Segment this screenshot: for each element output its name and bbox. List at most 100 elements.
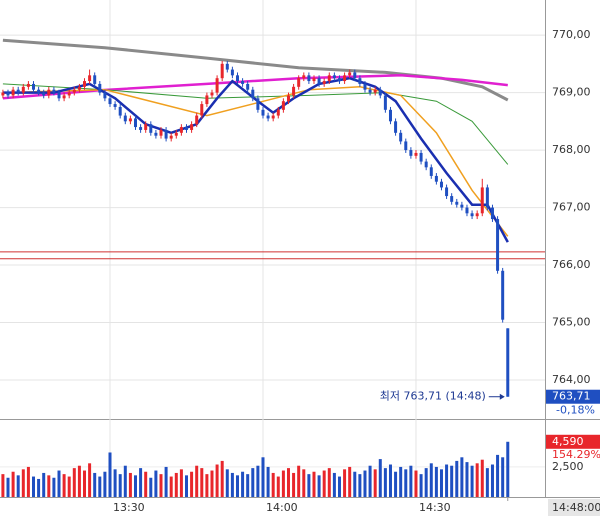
candle-body (353, 72, 357, 79)
volume-bar (179, 469, 183, 497)
volume-bar (83, 470, 87, 497)
candle-body (292, 86, 296, 96)
volume-bar (337, 476, 341, 497)
volume-bar (169, 476, 173, 497)
candle-body (246, 83, 250, 90)
candle-body (164, 129, 168, 139)
candle-body (210, 92, 214, 96)
candle-body (133, 118, 137, 128)
volume-bar (490, 464, 494, 497)
volume-bar (174, 472, 178, 497)
candle-body (404, 141, 408, 151)
candle-body (434, 175, 438, 182)
volume-bar (154, 470, 158, 497)
volume-bar (225, 469, 229, 497)
candle-body (57, 92, 61, 99)
volume-bar (450, 465, 454, 497)
candle-body (348, 72, 352, 76)
volume-bar (419, 474, 423, 497)
volume-bar (1, 474, 5, 497)
candle-body (475, 213, 479, 217)
moving-average (2, 38, 509, 102)
candle-body (409, 150, 413, 156)
candle-body (72, 89, 76, 93)
cursor-time-label: 14:48:00 (552, 501, 600, 514)
candle-body (332, 75, 336, 79)
change-label: -0,18% (556, 404, 595, 417)
y-tick-label: 766,00 (552, 258, 591, 271)
candle-body (286, 95, 290, 102)
candle-body (108, 98, 112, 105)
volume-bar (286, 468, 290, 497)
volume-bar (394, 471, 398, 497)
volume-bar (429, 463, 433, 497)
volume-bar (343, 469, 347, 497)
volume-bar (327, 468, 331, 497)
volume-bar (77, 465, 81, 497)
candle-body (419, 152, 423, 162)
moving-average (2, 83, 509, 165)
volume-bar (123, 465, 127, 497)
volume-bar (465, 462, 469, 497)
volume-bar (210, 470, 214, 497)
candle-body (373, 89, 377, 93)
candle-body (445, 187, 449, 197)
volume-bar (358, 474, 362, 497)
candle-body (32, 83, 36, 90)
candle-body (394, 121, 398, 133)
volume-bar (470, 465, 474, 497)
y-tick-label: 764,00 (552, 373, 591, 386)
candle-body (83, 81, 87, 87)
candle-body (337, 78, 341, 82)
volume-bar (184, 475, 188, 497)
last-price-box (546, 389, 600, 404)
volume-change-label: 154.29% (552, 448, 600, 461)
volume-bar (190, 471, 194, 497)
volume-bar (72, 468, 76, 497)
volume-bar (368, 465, 372, 497)
volume-bar (312, 471, 316, 497)
candle-body (276, 109, 280, 116)
volume-tick-label: 2,500 (552, 460, 584, 473)
volume-bar (47, 475, 51, 497)
candle-body (480, 187, 484, 214)
candle-body (47, 89, 51, 96)
volume-bar (378, 459, 382, 497)
volume-bar (271, 472, 275, 497)
candle-body (118, 106, 122, 116)
y-tick-label: 765,00 (552, 316, 591, 329)
candle-body (439, 181, 443, 188)
volume-bar (241, 471, 245, 497)
volume-bar (302, 469, 306, 497)
candle-body (429, 167, 433, 176)
volume-bar (434, 466, 438, 497)
volume-bar (57, 470, 61, 497)
volume-bar (26, 466, 30, 497)
candle-body (6, 92, 10, 96)
candle-body (139, 127, 143, 130)
candle-body (358, 78, 362, 84)
volume-bar (16, 475, 20, 497)
volume-bar (480, 459, 484, 497)
candle-body (52, 89, 56, 93)
candle-body (169, 135, 173, 139)
volume-bar (399, 466, 403, 497)
candle-body (490, 207, 494, 220)
volume-bar (230, 472, 234, 497)
volume-bar (159, 474, 163, 497)
cursor-time-box (548, 499, 600, 516)
candle-body (179, 127, 183, 133)
y-tick-label: 769,00 (552, 86, 591, 99)
volume-bar (256, 465, 260, 497)
candle-body (67, 92, 71, 96)
volume-bar (11, 471, 15, 497)
volume-bar (67, 476, 71, 497)
volume-bar (439, 469, 443, 497)
volume-bar (322, 470, 326, 497)
volume-bar (424, 468, 428, 497)
candle-body (460, 204, 464, 208)
candle-body (93, 75, 97, 84)
volume-bar (215, 464, 219, 497)
volume-bar (37, 478, 41, 497)
last-volume-box (546, 434, 600, 449)
